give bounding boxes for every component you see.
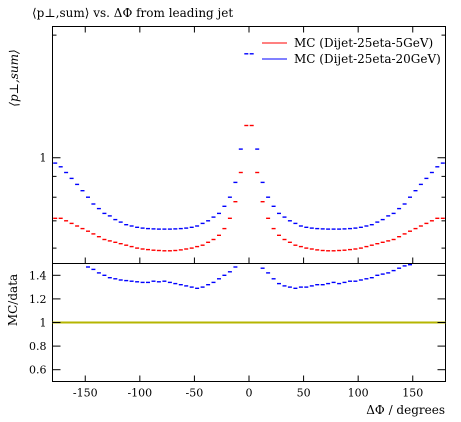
x-tick-label: -100 [127, 387, 152, 400]
ratio-axis-ticks: 0.6 0.8 1 1.2 1.4 -150 -100 -50 0 50 100 150 [29, 269, 446, 400]
ratio-y-tick-label: 0.6 [29, 364, 47, 377]
ratio-panel: 0.6 0.8 1 1.2 1.4 -150 -100 -50 0 50 100 150 MC/dat… [6, 263, 446, 417]
x-tick-label: 50 [297, 387, 311, 400]
x-tick-label: 150 [402, 387, 423, 400]
ratio-data-points [86, 264, 412, 289]
chart-title: ⟨p⊥,sum⟩ vs. ΔΦ from leading jet [32, 6, 233, 20]
main-y-tick-label: 1 [40, 152, 47, 165]
ratio-y-tick-label: 0.8 [29, 340, 47, 353]
ratio-y-axis-label: MC/data [6, 274, 20, 326]
ratio-y-tick-label: 1.4 [29, 269, 47, 282]
legend: MC (Dijet-25eta-5GeV) MC (Dijet-25eta-20… [262, 36, 441, 66]
x-tick-label: 0 [246, 387, 253, 400]
main-data-points [53, 53, 445, 252]
ratio-y-tick-label: 1.2 [29, 293, 47, 306]
main-y-ticks: 1 [40, 26, 446, 264]
main-y-axis-label: ⟨p⊥,sum⟩ [7, 49, 21, 106]
ratio-y-tick-label: 1 [40, 317, 47, 330]
legend-label-blue: MC (Dijet-25eta-20GeV) [294, 52, 441, 66]
x-axis-label: ΔΦ / degrees [366, 403, 445, 417]
legend-label-red: MC (Dijet-25eta-5GeV) [294, 36, 433, 50]
x-tick-label: 100 [348, 387, 369, 400]
x-tick-label: -50 [186, 387, 204, 400]
x-tick-label: -150 [73, 387, 98, 400]
